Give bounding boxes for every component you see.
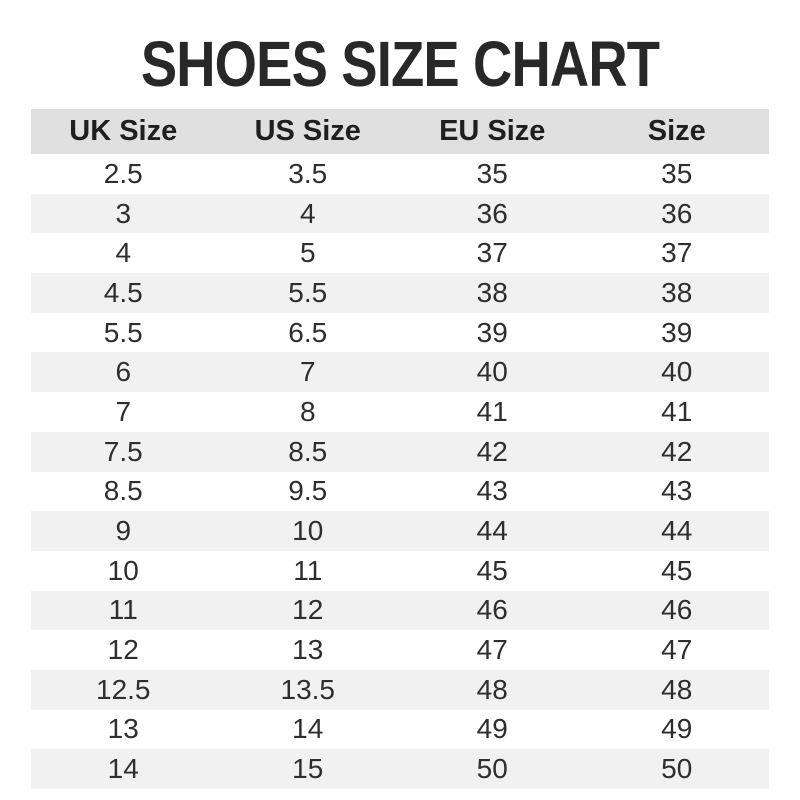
table-cell: 8.5 xyxy=(31,471,216,512)
table-cell: 10 xyxy=(215,511,400,551)
table-row: 2.5 3.5 35 35 xyxy=(31,154,769,194)
table-cell: 10 xyxy=(31,550,216,591)
table-cell: 37 xyxy=(400,233,585,274)
table-cell: 48 xyxy=(584,669,769,710)
table-cell: 9 xyxy=(31,511,216,551)
table-cell: 5 xyxy=(215,233,400,274)
table-cell: 3.5 xyxy=(215,154,400,194)
table-cell: 11 xyxy=(215,550,400,591)
table-cell: 5.5 xyxy=(215,273,400,313)
column-header: EU Size xyxy=(400,109,585,154)
table-cell: 15 xyxy=(215,749,400,789)
table-cell: 42 xyxy=(400,431,585,472)
table-row: 13 14 49 49 xyxy=(31,709,769,750)
table-cell: 14 xyxy=(215,709,400,750)
table-cell: 2.5 xyxy=(31,154,216,194)
table-header: UK Size US Size EU Size Size xyxy=(31,109,769,154)
table-row: 11 12 46 46 xyxy=(31,590,769,631)
table-row: 14 15 50 50 xyxy=(31,749,769,789)
table-cell: 7 xyxy=(31,392,216,432)
table-row: 5.5 6.5 39 39 xyxy=(31,312,769,353)
table-cell: 7.5 xyxy=(31,431,216,472)
table-cell: 46 xyxy=(584,590,769,631)
table-cell: 13 xyxy=(31,709,216,750)
table-row: 10 11 45 45 xyxy=(31,550,769,591)
table-cell: 43 xyxy=(400,471,585,512)
table-cell: 45 xyxy=(584,550,769,591)
table-cell: 41 xyxy=(584,392,769,432)
table-cell: 49 xyxy=(400,709,585,750)
table-cell: 35 xyxy=(400,154,585,194)
table-row: 4 5 37 37 xyxy=(31,233,769,274)
table-header-row: UK Size US Size EU Size Size xyxy=(31,109,769,154)
table-cell: 36 xyxy=(584,193,769,234)
table-cell: 7 xyxy=(215,352,400,393)
table-cell: 49 xyxy=(584,709,769,750)
table-cell: 47 xyxy=(584,630,769,670)
table-cell: 14 xyxy=(31,749,216,789)
table-cell: 4 xyxy=(31,233,216,274)
table-row: 3 4 36 36 xyxy=(31,193,769,234)
table-row: 4.5 5.5 38 38 xyxy=(31,273,769,313)
table-cell: 13 xyxy=(215,630,400,670)
table-cell: 12 xyxy=(215,590,400,631)
table-cell: 50 xyxy=(400,749,585,789)
table-cell: 6.5 xyxy=(215,312,400,353)
table-cell: 40 xyxy=(584,352,769,393)
table-cell: 9.5 xyxy=(215,471,400,512)
table-row: 12 13 47 47 xyxy=(31,630,769,670)
table-body: 2.5 3.5 35 35 3 4 36 36 4 5 37 37 4.5 5.5 38 38 5.5 6.5 39… xyxy=(31,154,769,789)
column-header: UK Size xyxy=(31,109,216,154)
table-row: 6 7 40 40 xyxy=(31,352,769,393)
table-cell: 43 xyxy=(584,471,769,512)
table-row: 7 8 41 41 xyxy=(31,392,769,432)
table-cell: 40 xyxy=(400,352,585,393)
table-cell: 4 xyxy=(215,193,400,234)
table-row: 7.5 8.5 42 42 xyxy=(31,431,769,472)
table-cell: 47 xyxy=(400,630,585,670)
table-cell: 36 xyxy=(400,193,585,234)
size-conversion-table: UK Size US Size EU Size Size 2.5 3.5 35 35 3 4 36… xyxy=(31,109,769,789)
table-cell: 44 xyxy=(400,511,585,551)
table-cell: 13.5 xyxy=(215,669,400,710)
table-cell: 50 xyxy=(584,749,769,789)
table-cell: 38 xyxy=(584,273,769,313)
page-title: SHOES SIZE CHART xyxy=(140,28,660,100)
table-row: 12.5 13.5 48 48 xyxy=(31,669,769,710)
table-cell: 12 xyxy=(31,630,216,670)
table-cell: 45 xyxy=(400,550,585,591)
table-cell: 8 xyxy=(215,392,400,432)
table-row: 9 10 44 44 xyxy=(31,511,769,551)
table-cell: 39 xyxy=(400,312,585,353)
table-cell: 8.5 xyxy=(215,431,400,472)
table-cell: 11 xyxy=(31,590,216,631)
table-cell: 6 xyxy=(31,352,216,393)
table-cell: 12.5 xyxy=(31,669,216,710)
table-cell: 37 xyxy=(584,233,769,274)
column-header: Size xyxy=(584,109,769,154)
table-cell: 46 xyxy=(400,590,585,631)
table-cell: 41 xyxy=(400,392,585,432)
table-cell: 44 xyxy=(584,511,769,551)
table-cell: 42 xyxy=(584,431,769,472)
table-cell: 3 xyxy=(31,193,216,234)
table-cell: 39 xyxy=(584,312,769,353)
table-cell: 48 xyxy=(400,669,585,710)
table-cell: 38 xyxy=(400,273,585,313)
column-header: US Size xyxy=(215,109,400,154)
table-cell: 35 xyxy=(584,154,769,194)
table-cell: 4.5 xyxy=(31,273,216,313)
table-cell: 5.5 xyxy=(31,312,216,353)
table-row: 8.5 9.5 43 43 xyxy=(31,471,769,512)
